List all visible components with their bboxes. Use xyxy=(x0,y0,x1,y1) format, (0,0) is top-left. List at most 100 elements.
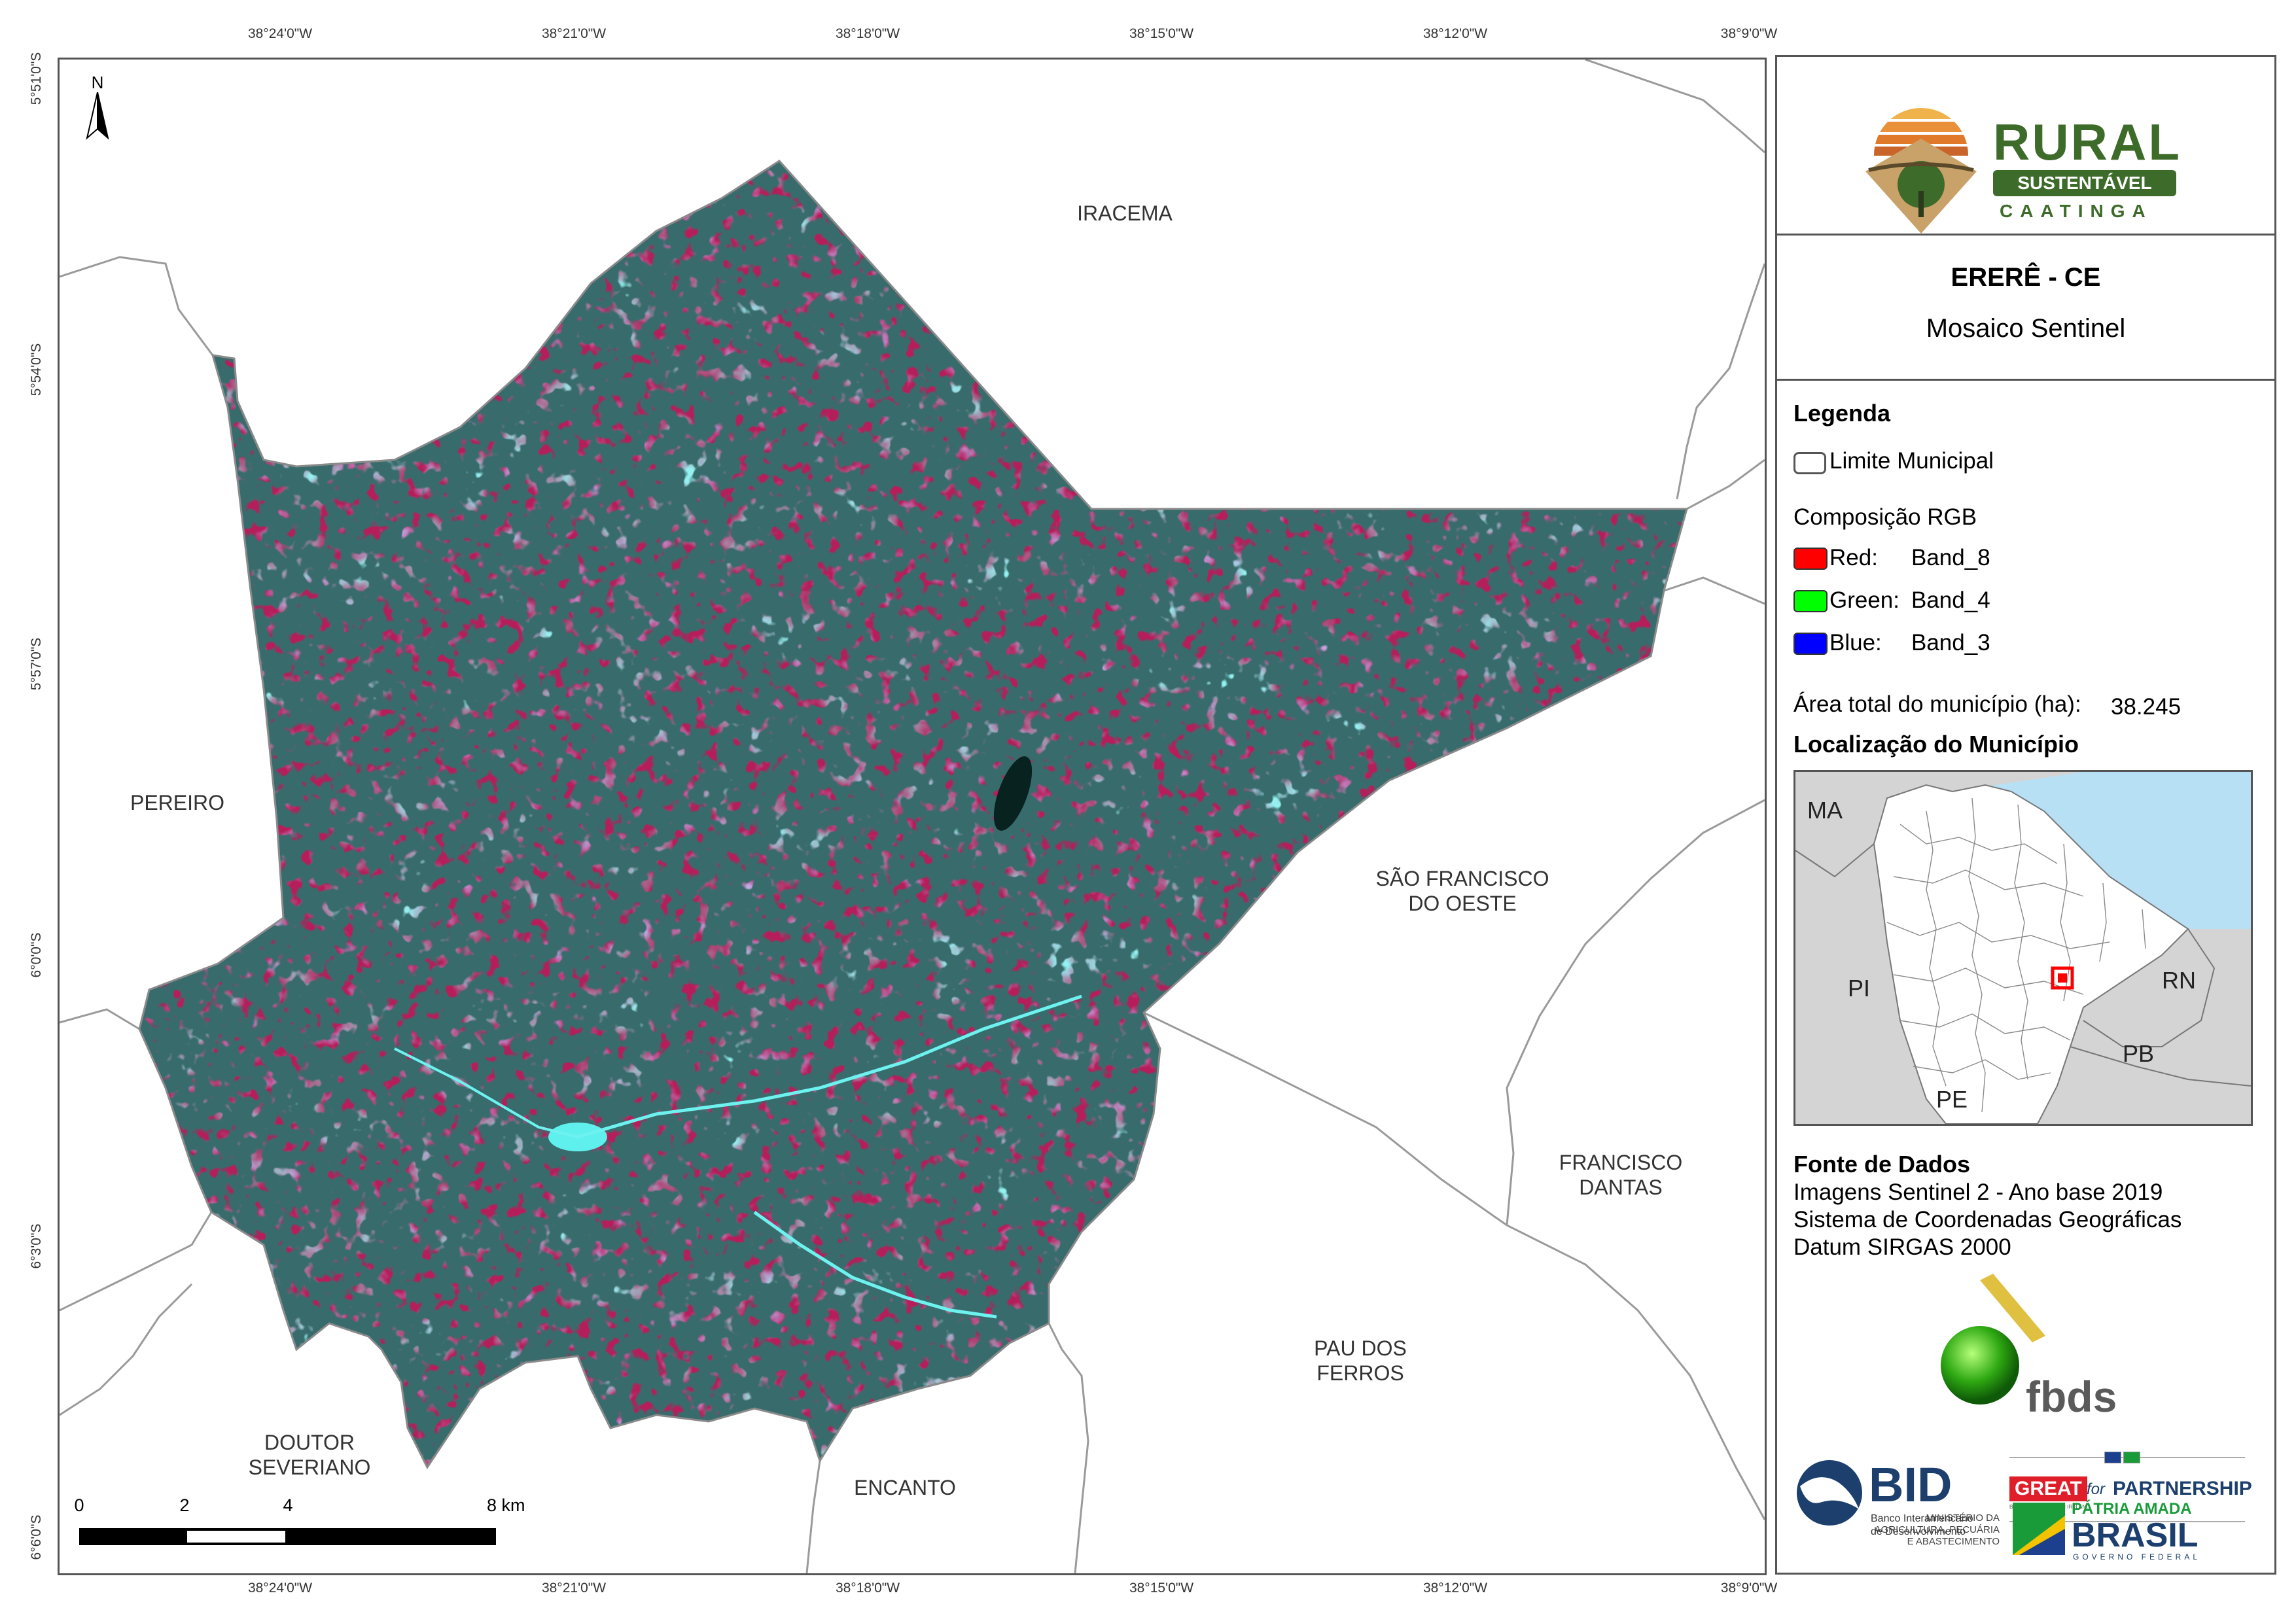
scale-label-2: 2 xyxy=(179,1495,190,1515)
limit-label: Limite Municipal xyxy=(1829,448,1994,474)
great-partnership-text: PARTNERSHIP xyxy=(2113,1478,2252,1499)
green-band: Band_4 xyxy=(1911,587,1990,613)
rgb-title: Composição RGB xyxy=(1793,504,1977,530)
tick-left-3: 5°57'0"S xyxy=(29,637,44,691)
place-francisco-dantas-line2: DANTAS xyxy=(1579,1176,1663,1200)
place-doutor-severiano-line2: SEVERIANO xyxy=(248,1456,371,1480)
place-pau-dos-ferros-line2: FERROS xyxy=(1316,1361,1404,1386)
tick-top-1: 38°24'0"W xyxy=(247,26,313,41)
blue-swatch xyxy=(1793,633,1828,655)
ministerio-line-1: MINISTÉRIO DA xyxy=(1926,1512,2000,1524)
green-swatch xyxy=(1793,590,1828,612)
bid-sub-2: de Desenvolvimento xyxy=(1871,1526,1966,1537)
place-sao-francisco-line2: DO OESTE xyxy=(1408,892,1517,916)
scale-segment-2 xyxy=(185,1528,288,1545)
great-bottom-line xyxy=(2009,1521,2245,1522)
tick-bottom-4: 38°15'0"W xyxy=(1129,1580,1194,1596)
place-doutor-severiano: DOUTOR SEVERIANO xyxy=(249,1430,371,1480)
place-iracema: IRACEMA xyxy=(1077,201,1173,225)
ministerio-logo: MINISTÉRIO DA AGRICULTURA, PECUÁRIA E AB… xyxy=(1816,1512,2000,1565)
logo-line1: RURAL xyxy=(1993,113,2181,171)
governo-text: GOVERNO FEDERAL xyxy=(2073,1552,2201,1562)
divider-2 xyxy=(1777,379,2274,381)
legend-panel: RURAL SUSTENTÁVEL CAATINGA ERERÊ - CE Mo… xyxy=(1775,55,2276,1575)
fbds-logo: fbds xyxy=(1928,1274,2124,1431)
north-arrow-icon xyxy=(86,92,109,140)
north-label: N xyxy=(91,73,104,92)
red-label: Red: xyxy=(1829,545,1878,570)
tick-bottom-5: 38°12'0"W xyxy=(1422,1580,1488,1596)
blue-band: Band_3 xyxy=(1911,630,1990,655)
sentinel-mosaic xyxy=(139,161,1687,1467)
area-value: 38.245 xyxy=(2111,694,2181,720)
tick-bottom-3: 38°18'0"W xyxy=(835,1580,900,1596)
ministerio-line-2: AGRICULTURA, PECUÁRIA xyxy=(1874,1524,2000,1535)
area-label: Área total do município (ha): xyxy=(1793,691,2081,717)
scale-segment-1 xyxy=(79,1528,185,1545)
place-encanto: ENCANTO xyxy=(854,1476,956,1499)
place-pereiro: PEREIRO xyxy=(130,791,225,814)
blue-label: Blue: xyxy=(1829,630,1882,655)
ministerio-line-3: E ABASTECIMENTO xyxy=(1907,1536,2000,1547)
place-pau-dos-ferros-line1: PAU DOS xyxy=(1314,1336,1407,1360)
place-sao-francisco-line1: SÃO FRANCISCO xyxy=(1375,867,1549,890)
tick-left-6: 6°6'0"S xyxy=(29,1514,44,1560)
tick-left-2: 5°54'0"S xyxy=(29,343,44,396)
brazil-flag-icon xyxy=(2123,1452,2140,1463)
great-text: GREAT xyxy=(2009,1476,2087,1501)
divider-1 xyxy=(1777,234,2274,236)
red-swatch xyxy=(1793,548,1828,570)
bid-logo: BID Banco Interamericano de Desenvolvime… xyxy=(1793,1457,2009,1542)
location-title: Localização do Município xyxy=(1793,731,2079,758)
place-doutor-severiano-line1: DOUTOR xyxy=(264,1431,355,1454)
bid-sub-1: Banco Interamericano xyxy=(1871,1513,1973,1524)
tick-bottom-6: 38°9'0"W xyxy=(1720,1580,1778,1596)
source-line-3: Datum SIRGAS 2000 xyxy=(1793,1234,2011,1260)
north-arrow: N xyxy=(78,73,130,145)
tick-left-1: 5°51'0"S xyxy=(29,52,44,105)
inset-label-pe: PE xyxy=(1936,1086,1968,1113)
caatinga-emblem-icon xyxy=(1865,108,1977,234)
brasil-governo-icon xyxy=(2013,1503,2065,1555)
uk-flag-icon xyxy=(2104,1452,2121,1463)
legend-title: Legenda xyxy=(1793,400,1891,427)
scale-label-8: 8 km xyxy=(487,1495,525,1515)
tick-top-4: 38°15'0"W xyxy=(1129,26,1194,41)
place-francisco-dantas-line1: FRANCISCO xyxy=(1559,1151,1683,1174)
tick-top-3: 38°18'0"W xyxy=(835,26,900,41)
tick-top-6: 38°9'0"W xyxy=(1720,26,1778,41)
rural-sustentavel-logo: RURAL SUSTENTÁVEL CAATINGA xyxy=(1856,93,2196,237)
source-line-2: Sistema de Coordenadas Geográficas xyxy=(1793,1207,2182,1232)
inset-label-ma: MA xyxy=(1807,797,1843,824)
map-title: ERERÊ - CE xyxy=(1951,263,2101,292)
tick-top-2: 38°21'0"W xyxy=(541,26,607,41)
scale-bar: 0 2 4 8 km xyxy=(74,1495,537,1554)
inset-label-pb: PB xyxy=(2123,1040,2155,1067)
source-line-1: Imagens Sentinel 2 - Ano base 2019 xyxy=(1793,1179,2163,1205)
map-frame[interactable]: N IRACEMA PEREIRO SÃO FRANCISCO DO OESTE… xyxy=(58,58,1767,1575)
scale-label-0: 0 xyxy=(74,1495,84,1515)
place-francisco-dantas: FRANCISCO DANTAS xyxy=(1559,1150,1682,1200)
tick-left-4: 6°0'0"S xyxy=(29,932,44,978)
patria-amada-brasil-logo: PÁTRIA AMADA BRASIL GOVERNO FEDERAL xyxy=(2013,1496,2248,1562)
map-subtitle: Mosaico Sentinel xyxy=(1926,314,2126,343)
fbds-logo-icon xyxy=(1941,1274,2045,1405)
red-band: Band_8 xyxy=(1911,545,1990,570)
inset-label-pi: PI xyxy=(1848,975,1871,1002)
great-for-text: for xyxy=(2087,1480,2106,1498)
patria-text: PÁTRIA AMADA xyxy=(2072,1500,2192,1518)
limit-swatch xyxy=(1793,452,1826,474)
map-canvas xyxy=(60,60,1765,1573)
scale-label-4: 4 xyxy=(283,1495,293,1515)
bid-text: BID xyxy=(1869,1457,1952,1512)
inset-map-canvas xyxy=(1795,772,2251,1124)
tick-top-5: 38°12'0"W xyxy=(1422,26,1488,41)
tick-bottom-2: 38°21'0"W xyxy=(541,1580,607,1596)
tick-left-5: 6°3'0"S xyxy=(29,1223,44,1269)
source-title: Fonte de Dados xyxy=(1793,1151,1971,1178)
green-label: Green: xyxy=(1829,587,1899,613)
tick-bottom-1: 38°24'0"W xyxy=(247,1580,313,1596)
location-marker xyxy=(2051,966,2074,990)
place-pau-dos-ferros: PAU DOS FERROS xyxy=(1314,1336,1407,1386)
scale-segment-3 xyxy=(288,1528,496,1545)
